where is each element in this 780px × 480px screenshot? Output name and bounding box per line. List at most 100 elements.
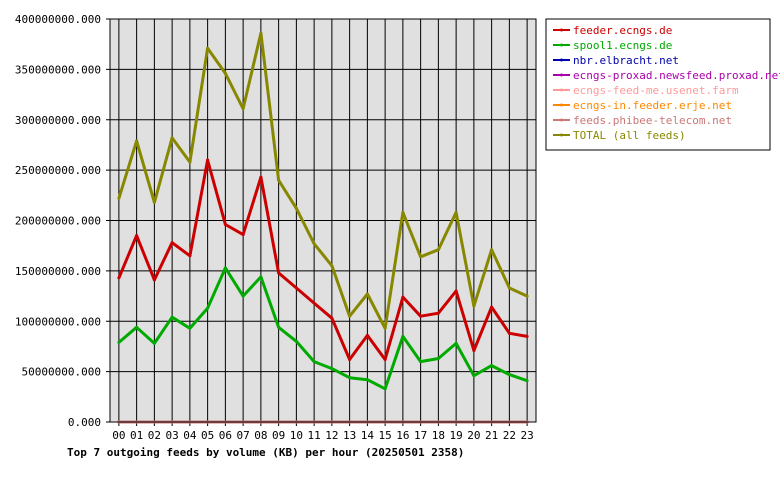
- data-point: [525, 379, 529, 383]
- data-point: [117, 196, 121, 200]
- x-tick-label: 04: [183, 429, 197, 442]
- x-tick-label: 10: [290, 429, 303, 442]
- data-point: [348, 314, 352, 318]
- data-point: [383, 358, 387, 362]
- data-point: [490, 248, 494, 252]
- data-point: [348, 376, 352, 380]
- data-point: [454, 289, 458, 293]
- data-point: [419, 360, 423, 364]
- x-tick-label: 00: [112, 429, 125, 442]
- chart-title: Top 7 outgoing feeds by volume (KB) per …: [67, 446, 464, 459]
- data-point: [277, 271, 281, 275]
- x-axis-ticks: 00 01 02 03 04 05 06 07 08 09 10 11 12 13 14 15 16 17 18 19…: [112, 422, 534, 442]
- legend-marker: [560, 133, 563, 137]
- data-point: [472, 374, 476, 378]
- data-point: [490, 305, 494, 309]
- data-point: [294, 339, 298, 343]
- y-tick-label: 0.000: [68, 416, 101, 429]
- x-tick-label: 02: [148, 429, 161, 442]
- legend-box: [545, 18, 771, 151]
- data-point: [490, 364, 494, 368]
- y-tick-label: 150000000.000: [15, 265, 101, 278]
- data-point: [223, 266, 227, 270]
- legend-label: feeder.ecngs.de: [573, 24, 672, 37]
- data-point: [152, 278, 156, 282]
- x-tick-label: 08: [254, 429, 267, 442]
- data-point: [401, 334, 405, 338]
- data-point: [188, 326, 192, 330]
- data-point: [312, 242, 316, 246]
- data-point: [454, 341, 458, 345]
- data-point: [383, 326, 387, 330]
- x-tick-label: 14: [361, 429, 375, 442]
- data-point: [507, 373, 511, 377]
- y-tick-label: 400000000.000: [15, 13, 101, 26]
- x-tick-label: 05: [201, 429, 214, 442]
- x-tick-label: 20: [467, 429, 480, 442]
- legend-marker: [560, 58, 563, 62]
- x-tick-label: 13: [343, 429, 356, 442]
- legend: feeder.ecngs.de spool1.ecngs.de nbr.elbrac…: [545, 18, 780, 151]
- x-tick-label: 23: [521, 429, 534, 442]
- data-point: [419, 255, 423, 259]
- data-point: [472, 304, 476, 308]
- legend-label: spool1.ecngs.de: [573, 39, 672, 52]
- data-point: [188, 254, 192, 258]
- plot-frame: [109, 18, 537, 423]
- data-point: [259, 275, 263, 279]
- legend-marker: [560, 103, 563, 107]
- data-point: [294, 286, 298, 290]
- legend-label: feeds.phibee-telecom.net: [573, 114, 732, 127]
- data-point: [277, 325, 281, 329]
- x-tick-label: 19: [450, 429, 463, 442]
- data-point: [365, 378, 369, 382]
- data-point: [170, 136, 174, 140]
- data-point: [241, 294, 245, 298]
- data-point: [401, 295, 405, 299]
- data-point: [170, 241, 174, 245]
- x-tick-label: 22: [503, 429, 516, 442]
- x-tick-label: 06: [219, 429, 232, 442]
- data-point: [436, 248, 440, 252]
- data-point: [454, 210, 458, 214]
- legend-label: ecngs-feed-me.usenet.farm: [573, 84, 739, 97]
- legend-marker: [560, 88, 563, 92]
- x-tick-label: 03: [166, 429, 179, 442]
- data-point: [507, 331, 511, 335]
- data-point: [223, 71, 227, 75]
- data-point: [294, 206, 298, 210]
- legend-label: TOTAL (all feeds): [573, 129, 686, 142]
- y-tick-label: 350000000.000: [15, 63, 101, 76]
- data-point: [330, 367, 334, 371]
- legend-label: ecngs-in.feeder.erje.net: [573, 99, 732, 112]
- data-point: [312, 360, 316, 364]
- x-tick-label: 11: [308, 429, 321, 442]
- data-point: [365, 333, 369, 337]
- legend-label: nbr.elbracht.net: [573, 54, 679, 67]
- data-point: [152, 341, 156, 345]
- x-tick-label: 07: [237, 429, 250, 442]
- data-point: [436, 357, 440, 361]
- data-point: [206, 46, 210, 50]
- x-tick-label: 15: [379, 429, 392, 442]
- data-point: [206, 158, 210, 162]
- x-tick-label: 16: [396, 429, 409, 442]
- y-tick-label: 100000000.000: [15, 315, 101, 328]
- y-axis-ticks: 0.000 50000000.000 100000000.000 150000000.…: [15, 13, 110, 429]
- data-point: [241, 107, 245, 111]
- data-point: [188, 160, 192, 164]
- series-line-0: [117, 158, 528, 361]
- data-point: [152, 200, 156, 204]
- legend-marker: [560, 118, 563, 122]
- data-point: [135, 234, 139, 238]
- x-tick-label: 18: [432, 429, 445, 442]
- data-point: [259, 175, 263, 179]
- legend-label: ecngs-proxad.newsfeed.proxad.net: [573, 69, 780, 82]
- data-point: [135, 139, 139, 143]
- data-point: [436, 311, 440, 315]
- data-point: [525, 294, 529, 298]
- y-tick-label: 200000000.000: [15, 215, 101, 228]
- series-line-7: [117, 31, 528, 330]
- data-point: [170, 315, 174, 319]
